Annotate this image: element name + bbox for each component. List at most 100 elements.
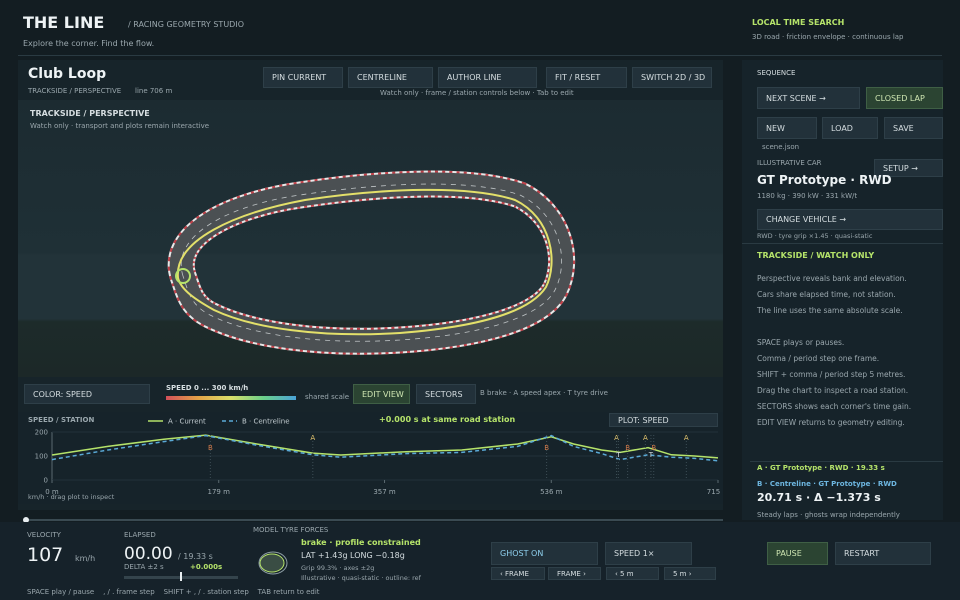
y-tick-label: 0 [44, 477, 48, 485]
car-marker [175, 268, 191, 284]
delta-label: DELTA ±2 s [124, 563, 164, 571]
frame-forward-button[interactable]: FRAME › [548, 567, 601, 580]
marker-label: T [615, 451, 621, 459]
mode-title: TRACKSIDE / WATCH ONLY [757, 251, 875, 260]
legend-label: A · Current [168, 418, 206, 426]
mode-note: SECTORS shows each corner's time gain. [757, 402, 912, 411]
forward-5m-button[interactable]: 5 m › [664, 567, 716, 580]
scene-hint: Watch only · frame / station controls be… [380, 89, 574, 97]
car-label: ILLUSTRATIVE CAR [757, 159, 822, 167]
color-select[interactable]: COLOR: SPEED [24, 384, 150, 404]
velocity-unit: km/h [75, 554, 96, 563]
mode-note: SHIFT + comma / period step 5 metres. [757, 370, 906, 379]
tagline: Explore the corner. Find the flow. [23, 39, 155, 48]
y-tick-label: 200 [35, 429, 48, 437]
marker-label: A [310, 434, 315, 442]
speed-scale-label: SPEED 0 ... 300 km/h [166, 384, 249, 392]
track [167, 170, 575, 355]
marker-label: B [651, 444, 656, 452]
edit-view-button[interactable]: EDIT VIEW [353, 384, 410, 404]
next-scene-button[interactable]: NEXT SCENE → [757, 87, 860, 109]
scene-name: Club Loop [28, 66, 107, 82]
velocity-value: 107 [27, 544, 64, 566]
forces-title: MODEL TYRE FORCES [253, 526, 329, 534]
sectors-button[interactable]: SECTORS [416, 384, 476, 404]
forces-state: brake · profile constrained [301, 538, 421, 547]
marker-label: A [643, 434, 648, 442]
elapsed-label: ELAPSED [124, 531, 156, 539]
delta-value: +0.000s [190, 563, 223, 571]
mode-note: Comma / period step one frame. [757, 354, 880, 363]
x-tick-label: 179 m [208, 488, 231, 496]
mode-note: Perspective reveals bank and elevation. [757, 274, 907, 283]
marker-legend: B brake · A speed apex · T tyre drive [480, 389, 608, 397]
switch-view-button[interactable]: SWITCH 2D / 3D [632, 67, 712, 88]
pin-current-button[interactable]: PIN CURRENT [263, 67, 343, 88]
fit-reset-button[interactable]: FIT / RESET [546, 67, 627, 88]
elapsed-value: 00.00 [124, 544, 173, 564]
mode-note: Drag the chart to inspect a road station… [757, 386, 909, 395]
x-tick-label: 536 m [540, 488, 563, 496]
speed-button[interactable]: SPEED 1× [605, 542, 692, 565]
viewport-title: TRACKSIDE / PERSPECTIVE [30, 109, 150, 118]
mode-note: SPACE plays or pauses. [757, 338, 845, 347]
viewport-sub: Watch only · transport and plots remain … [30, 122, 210, 130]
change-vehicle-button[interactable]: CHANGE VEHICLE → [757, 209, 943, 230]
velocity-label: VELOCITY [27, 531, 61, 539]
restart-button[interactable]: RESTART [835, 542, 931, 565]
closed-lap-button[interactable]: CLOSED LAP [866, 87, 943, 109]
result-note: Steady laps · ghosts wrap independently [757, 511, 900, 519]
divider [18, 55, 942, 56]
right-sub: 3D road · friction envelope · continuous… [752, 33, 904, 41]
pause-button[interactable]: PAUSE [767, 542, 828, 565]
result-a: A · GT Prototype · RWD · 19.33 s [757, 464, 885, 472]
centreline [180, 183, 562, 342]
scene-file: scene.json [762, 143, 800, 151]
elapsed-total: / 19.33 s [178, 552, 213, 561]
sequence-label: SEQUENCE [757, 69, 796, 77]
mode-note: EDIT VIEW returns to geometry editing. [757, 418, 905, 427]
car-note: RWD · tyre grip ×1.45 · quasi-static [757, 232, 873, 240]
friction-ellipse [258, 551, 288, 575]
grip: Grip 99.3% · axes ±2g [301, 564, 375, 572]
marker-label: T [648, 451, 654, 459]
plot-select[interactable]: PLOT: SPEED [609, 413, 718, 427]
viewport [18, 100, 723, 377]
result-b: B · Centreline · GT Prototype · RWD [757, 480, 897, 488]
scene-view: TRACKSIDE / PERSPECTIVE [28, 87, 122, 95]
sidebar-divider [750, 461, 943, 462]
mode-note: Cars share elapsed time, not station. [757, 290, 896, 299]
speed-line [51, 434, 719, 459]
marker-label: B [208, 444, 213, 452]
load-button[interactable]: LOAD [822, 117, 878, 139]
scrubber-thumb[interactable] [23, 517, 29, 523]
new-button[interactable]: NEW [757, 117, 817, 139]
result-time: 20.71 s · Δ −1.373 s [757, 491, 881, 504]
save-button[interactable]: SAVE [884, 117, 943, 139]
speed-line [51, 434, 719, 462]
delta-indicator [180, 572, 182, 581]
scrubber[interactable] [26, 519, 723, 521]
centreline-button[interactable]: CENTRELINE [348, 67, 433, 88]
marker-label: B [625, 444, 630, 452]
racing-line [176, 188, 553, 336]
plot-delta: +0.000 s at same road station [379, 415, 516, 424]
marker-label: A [684, 434, 689, 442]
app-subtitle: / RACING GEOMETRY STUDIO [128, 20, 244, 29]
forces-values: LAT +1.43g LONG −0.18g [301, 551, 405, 560]
line-length: line 706 m [135, 87, 173, 95]
speed-plot: 0 100 200 0 m 179 m 357 m 536 m 715 m A · Curren… [18, 412, 723, 504]
ghost-button[interactable]: GHOST ON [491, 542, 598, 565]
marker-label: A [614, 434, 619, 442]
car-specs: 1180 kg · 390 kW · 331 kW/t [757, 192, 858, 200]
back-5m-button[interactable]: ‹ 5 m [606, 567, 659, 580]
frame-back-button[interactable]: ‹ FRAME [491, 567, 545, 580]
shortcut-footer: SPACE play / pause , / . frame step SHIF… [27, 588, 320, 596]
setup-button[interactable]: SETUP → [874, 159, 943, 177]
sidebar-divider [742, 243, 943, 244]
author-line-button[interactable]: AUTHOR LINE [438, 67, 537, 88]
forces-note: Illustrative · quasi-static · outline: r… [301, 574, 421, 582]
plot-title: SPEED / STATION [28, 416, 95, 424]
friction-usage [259, 553, 285, 573]
